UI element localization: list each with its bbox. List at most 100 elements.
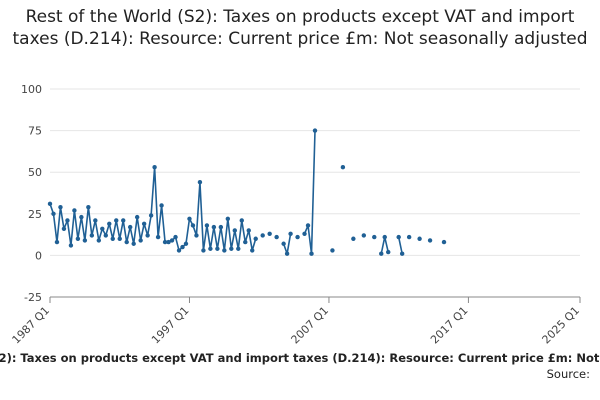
data-point <box>267 231 272 236</box>
data-point <box>54 239 60 245</box>
y-tick-label: 25 <box>28 208 42 221</box>
data-point <box>208 246 213 251</box>
y-tick-label: 100 <box>21 83 42 96</box>
data-point <box>229 246 234 251</box>
data-point <box>194 233 199 238</box>
x-tick-label: 2007 Q1 <box>289 304 332 347</box>
data-point <box>281 241 286 246</box>
data-point <box>372 234 377 240</box>
data-point <box>441 239 447 245</box>
data-point <box>243 239 248 245</box>
data-point <box>250 248 255 253</box>
data-point <box>47 201 53 207</box>
data-point <box>232 228 238 233</box>
source-label: Source: <box>546 367 590 381</box>
data-point <box>309 251 314 256</box>
x-tick-label: 1987 Q1 <box>10 304 53 347</box>
data-point <box>190 223 196 228</box>
series-line <box>303 130 316 255</box>
data-point <box>382 234 387 240</box>
data-point <box>114 218 119 223</box>
data-point <box>96 238 102 243</box>
data-point <box>218 224 224 230</box>
data-point <box>148 213 154 218</box>
data-point <box>155 234 161 240</box>
data-point <box>162 239 168 245</box>
data-point <box>246 228 251 233</box>
data-point <box>131 241 136 246</box>
y-tick-label: 0 <box>35 249 42 262</box>
data-point <box>141 221 147 226</box>
data-point <box>79 214 84 220</box>
data-point <box>197 179 203 185</box>
chart-title: Rest of the World (S2): Taxes on product… <box>12 7 588 49</box>
data-point <box>152 165 157 170</box>
data-point <box>222 248 227 253</box>
data-point <box>417 236 422 241</box>
data-point <box>274 234 279 240</box>
data-point <box>110 236 115 241</box>
data-point <box>396 234 401 240</box>
data-point <box>169 238 175 243</box>
data-point <box>215 246 220 251</box>
data-point <box>166 239 171 245</box>
data-point <box>117 236 122 241</box>
data-point <box>340 165 346 170</box>
data-point <box>61 226 67 231</box>
y-tick-label: 50 <box>28 166 42 179</box>
data-point <box>399 251 405 256</box>
data-point <box>253 236 258 241</box>
y-tick-label: -25 <box>24 291 42 304</box>
data-point <box>176 248 182 253</box>
data-point <box>82 238 88 243</box>
data-point <box>173 234 178 240</box>
data-point <box>379 251 384 256</box>
data-point <box>225 216 231 221</box>
data-point <box>180 244 185 250</box>
data-point <box>145 233 150 238</box>
data-point <box>107 221 112 226</box>
data-point <box>72 208 77 213</box>
data-point <box>351 236 356 241</box>
data-point <box>121 218 126 223</box>
data-point <box>159 203 164 208</box>
data-point <box>288 231 293 236</box>
data-point <box>239 218 244 223</box>
data-point <box>386 249 391 255</box>
data-point <box>183 241 189 246</box>
data-point <box>89 233 95 238</box>
data-point <box>201 248 206 253</box>
data-point <box>236 246 241 251</box>
chart-caption: Rest of the World (S2): Taxes on product… <box>0 351 600 365</box>
data-point <box>361 233 367 238</box>
data-point <box>86 204 91 210</box>
data-point <box>187 216 192 221</box>
x-tick-label: 2017 Q1 <box>428 304 471 347</box>
data-point <box>138 238 143 243</box>
data-point <box>58 204 63 210</box>
chart-caption-text: Rest of the World (S2): Taxes on product… <box>0 351 600 365</box>
y-tick-label: 75 <box>28 125 42 138</box>
data-point <box>305 223 311 228</box>
data-point <box>312 128 318 133</box>
data-point <box>284 251 290 256</box>
data-point <box>427 238 433 243</box>
data-point <box>68 243 74 248</box>
data-point <box>302 231 307 236</box>
data-point <box>100 226 105 231</box>
data-point <box>124 239 129 245</box>
data-point <box>134 214 140 220</box>
data-point <box>330 248 335 253</box>
data-point <box>65 218 70 223</box>
data-point <box>75 236 81 241</box>
data-point <box>127 224 133 230</box>
series-line <box>49 166 257 252</box>
data-point <box>406 234 412 240</box>
data-point <box>103 233 108 238</box>
series-line <box>397 236 403 254</box>
x-tick-label: 2025 Q1 <box>540 304 583 347</box>
data-point <box>295 234 300 240</box>
data-point <box>211 224 217 230</box>
data-point <box>260 233 265 238</box>
